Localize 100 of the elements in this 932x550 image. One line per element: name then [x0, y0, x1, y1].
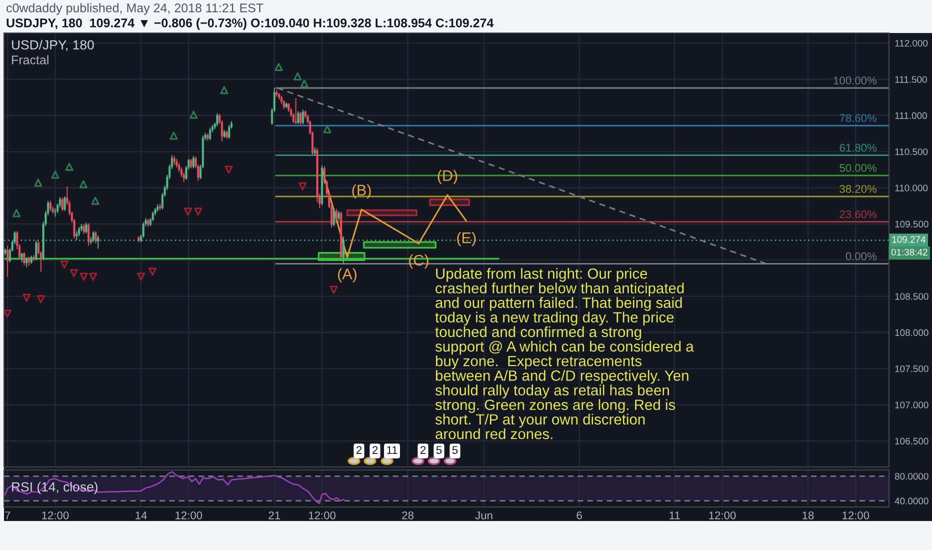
candlestick [94, 230, 97, 244]
annotation: 2 [420, 446, 426, 454]
candlestick [49, 200, 52, 212]
point [194, 208, 202, 216]
x-tick-label: 12:00 [709, 511, 736, 520]
x-tick-label: 21 [268, 511, 280, 520]
y-tick-label: 111.000 [895, 112, 927, 119]
candlestick [294, 98, 297, 125]
candlestick [302, 109, 304, 125]
annotation: 2 [372, 446, 378, 454]
series-label: 61.80% [840, 144, 877, 152]
y-tick-label: 106.500 [895, 438, 928, 444]
y-tick-label: 110.000 [895, 184, 928, 192]
text: c0wdaddy published, May 24, 2018 11:21 EST [6, 3, 264, 15]
text: Update from last night: Our price crashed further below than anticipated and our pattern failed. That being said today is a new trading day. The price touched and confirmed a strong support @ A which can be considered a buy zone. Expect retracements between A/B and C/D respectively. Yen should rally today as retail has been strong. Green zones are long. Red is short. T/P at your own discretion around red zones. [435, 268, 694, 440]
annotation: 11 [387, 446, 398, 454]
series-label: 50.00% [840, 164, 877, 172]
annotation: 2 [356, 446, 362, 454]
y-tick-label: 108.000 [895, 329, 928, 336]
candlestick [28, 256, 30, 266]
annotation: Fractal [12, 55, 48, 64]
point [70, 269, 78, 278]
x-tick-label: Jun [475, 512, 492, 520]
x-tick-label: 11 [670, 512, 680, 520]
point [4, 310, 12, 318]
y-tick-label: 108.500 [895, 293, 928, 300]
series-label: 0.00% [846, 252, 877, 260]
x-tick-label: 12:00 [308, 511, 336, 520]
annotation: 5 [436, 446, 442, 454]
point [65, 162, 74, 171]
point [294, 72, 302, 80]
series-label: 38.20% [840, 185, 877, 193]
candlestick [297, 110, 300, 125]
y-tick-label: 107.000 [895, 402, 928, 408]
series-label: 100.00% [834, 76, 877, 84]
point [36, 295, 45, 304]
candlestick [335, 208, 338, 221]
point [323, 125, 332, 134]
annotation: (E) [457, 232, 476, 246]
point [184, 208, 192, 216]
candlestick [61, 197, 64, 212]
chart-title: USD/JPY, 180 [12, 40, 94, 52]
candlestick [6, 245, 9, 278]
x-tick-label: 7 [5, 512, 10, 520]
x-tick-label: 12:00 [176, 511, 202, 520]
point [60, 260, 68, 268]
point [298, 182, 307, 190]
annotation: (B) [352, 184, 371, 199]
candlestick [216, 112, 218, 127]
candlestick [97, 235, 100, 250]
y-tick-label: 107.500 [895, 365, 928, 372]
point [51, 170, 60, 179]
candlestick [35, 240, 38, 261]
x-tick-label: 12:00 [842, 511, 870, 520]
x-tick-label: 14 [136, 512, 147, 520]
text: USDJPY, 180 109.274 ▼ −0.806 (−0.73%) O:109.040 H:109.328 L:108.954 C:109.274 [6, 18, 494, 30]
y-tick-label: 80.0000 [894, 472, 928, 480]
candlestick [88, 222, 90, 246]
y-tick-label: 109.500 [895, 220, 928, 228]
candlestick [332, 208, 335, 227]
point [34, 178, 42, 187]
y-tick-label: 40.0000 [894, 498, 928, 504]
point [22, 294, 31, 302]
y-tick-label: 110.500 [895, 148, 928, 156]
candlestick [82, 223, 85, 235]
candlestick [228, 124, 230, 140]
candlestick [152, 211, 154, 222]
point [136, 272, 145, 281]
candlestick [338, 210, 340, 221]
annotation: 5 [452, 446, 458, 454]
candlestick [23, 252, 26, 266]
line-series [4, 471, 344, 504]
point [80, 272, 88, 281]
x-tick-label: 12:00 [42, 511, 69, 520]
point [330, 286, 338, 294]
point [300, 80, 308, 88]
series-label: 23.60% [840, 210, 877, 218]
candlestick [192, 155, 194, 169]
candlestick [92, 230, 94, 243]
point [190, 110, 198, 119]
candlestick [78, 226, 80, 237]
candlestick [142, 222, 144, 238]
point [274, 62, 283, 72]
point [89, 272, 98, 281]
candlestick [342, 236, 344, 264]
candlestick [85, 222, 88, 234]
candlestick [26, 256, 28, 268]
point [170, 132, 178, 140]
text: 01:38:42 [891, 248, 928, 256]
point [79, 180, 88, 188]
point [91, 196, 100, 205]
candlestick [190, 158, 192, 169]
x-tick-label: 28 [402, 511, 414, 520]
x-tick-label: 6 [576, 511, 582, 520]
candlestick [300, 111, 302, 126]
series-label: 78.60% [840, 114, 877, 122]
y-tick-label: 112.000 [895, 40, 928, 47]
point [224, 166, 233, 174]
y-tick-label: 111.500 [895, 76, 927, 83]
annotation: (A) [338, 268, 356, 282]
